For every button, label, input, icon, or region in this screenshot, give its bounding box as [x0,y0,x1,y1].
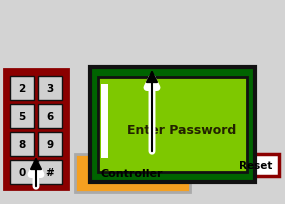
Bar [75,154,190,192]
Bar [38,132,62,156]
Bar [10,104,34,128]
Bar [10,160,34,184]
Text: 8: 8 [18,139,26,149]
Text: Enter Password: Enter Password [127,123,237,136]
Bar [90,68,255,182]
Bar [38,104,62,128]
Text: 6: 6 [46,111,54,121]
Bar [38,160,62,184]
Bar [98,78,247,172]
Bar [10,77,34,101]
Bar [10,132,34,156]
Text: Controller: Controller [101,168,163,178]
Text: 0: 0 [18,167,26,177]
Text: 5: 5 [18,111,26,121]
Bar [101,85,108,158]
Bar [233,154,279,176]
Text: #: # [46,167,54,177]
Text: 3: 3 [46,84,54,94]
Text: Reset: Reset [239,160,273,170]
Bar [38,77,62,101]
Bar [4,70,68,189]
Text: 9: 9 [46,139,54,149]
Text: 2: 2 [18,84,26,94]
